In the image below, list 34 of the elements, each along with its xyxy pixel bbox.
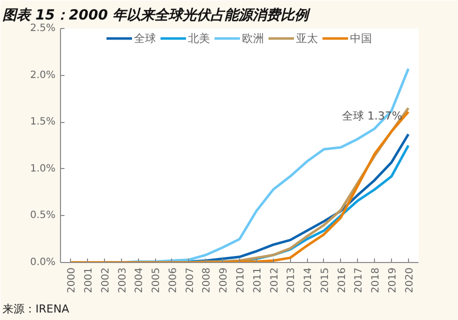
x-tick-label: 2001 xyxy=(84,267,95,293)
y-tick-label: 1.5% xyxy=(30,116,56,128)
x-tick-label: 2003 xyxy=(117,267,128,293)
x-tick-label: 2018 xyxy=(370,267,382,293)
y-tick-label: 1.0% xyxy=(30,163,56,174)
x-tick-label: 2000 xyxy=(66,267,78,293)
x-tick-label: 2004 xyxy=(134,267,146,293)
legend-label: 亚太 xyxy=(296,30,318,46)
x-tick-label: 2020 xyxy=(404,267,416,293)
x-tick-label: 2015 xyxy=(320,267,331,293)
x-tick-label: 2008 xyxy=(202,267,213,293)
legend-label: 中国 xyxy=(350,30,372,46)
x-tick-label: 2014 xyxy=(303,267,314,293)
x-tick-label: 2007 xyxy=(184,267,196,293)
x-tick-label: 2013 xyxy=(286,267,298,293)
x-tick-label: 2011 xyxy=(252,267,264,293)
x-tick-label: 2005 xyxy=(151,267,162,293)
x-tick-label: 2009 xyxy=(218,267,230,293)
x-tick-label: 2010 xyxy=(236,267,246,293)
x-tick-label: 2017 xyxy=(354,267,365,293)
chart-title: 图表 15：2000 年以来全球光伏占能源消费比例 xyxy=(2,8,311,24)
x-tick-label: 2006 xyxy=(168,267,179,293)
y-tick-label: 0.5% xyxy=(30,210,56,222)
legend-label: 全球 xyxy=(134,30,156,46)
x-tick-label: 2019 xyxy=(387,267,398,293)
legend-label: 北美 xyxy=(188,30,210,46)
x-tick-label: 2012 xyxy=(269,267,280,293)
y-tick-label: 2.5% xyxy=(30,23,56,34)
source-note: 来源：IRENA xyxy=(2,302,70,316)
x-tick-label: 2002 xyxy=(100,267,112,293)
y-tick-label: 2.0% xyxy=(30,70,56,81)
x-tick-label: 2016 xyxy=(336,267,348,293)
y-tick-label: 0.0% xyxy=(30,257,56,268)
legend-label: 欧洲 xyxy=(242,30,264,46)
